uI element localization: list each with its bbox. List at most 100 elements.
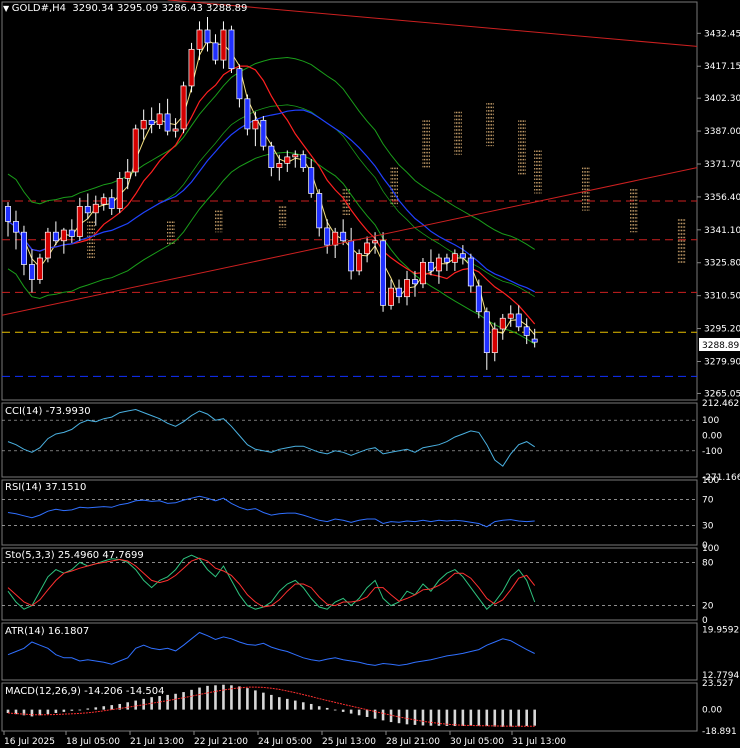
kijun-line — [7, 109, 535, 293]
atr-label: ATR(14) 16.1807 — [5, 626, 90, 637]
ohlc-values: 3290.34 3295.09 3286.43 3288.89 — [72, 3, 248, 14]
candle-body — [388, 287, 394, 306]
macd-histogram-bar — [286, 698, 289, 710]
indicator-tick-label: -18.891 — [702, 727, 737, 737]
candle-body — [483, 311, 490, 354]
macd-histogram-bar — [22, 709, 26, 716]
candle-body — [156, 113, 163, 125]
macd-histogram-bar — [134, 700, 137, 710]
candle-body — [475, 285, 482, 313]
macd-histogram-bar — [533, 709, 536, 726]
macd-histogram-bar — [301, 702, 305, 710]
candle-body — [124, 171, 131, 179]
indicator-tick-label: 0.00 — [702, 432, 722, 442]
candlesticks — [5, 17, 538, 370]
candle-body — [268, 145, 275, 169]
macd-histogram-bar — [78, 709, 82, 711]
candle-body — [507, 313, 514, 319]
macd-histogram-bar — [309, 703, 313, 710]
candle-body — [356, 253, 363, 272]
candle-body — [92, 203, 99, 214]
candle-body — [340, 231, 347, 242]
price-tick-label: 3279.90 — [704, 357, 740, 367]
candle-body — [44, 231, 51, 259]
candle-body — [68, 229, 75, 237]
cci-panel — [2, 408, 697, 467]
candle-body — [132, 128, 139, 173]
chart-header: ▼ GOLD#,H4 3290.34 3295.09 3286.43 3288.… — [3, 3, 247, 14]
indicator-tick-label: 19.9592 — [702, 626, 739, 636]
panel-frame — [1, 479, 698, 546]
rsi-panel — [2, 495, 697, 528]
candle-body — [84, 206, 91, 214]
candle-body — [204, 29, 211, 44]
time-tick-label: 30 Jul 05:00 — [450, 737, 504, 747]
macd-histogram-bar — [333, 709, 337, 711]
macd-histogram-bar — [493, 709, 497, 727]
macd-histogram-bar — [381, 709, 385, 721]
candle-body — [21, 231, 27, 265]
macd-histogram-bar — [405, 709, 409, 725]
candle-body — [364, 242, 371, 255]
candle-body — [300, 154, 307, 169]
time-tick-label: 25 Jul 13:00 — [322, 737, 376, 747]
candle-body — [443, 257, 450, 263]
candle-body — [76, 206, 83, 237]
price-axis-ticks: 3432.45 3417.15 3402.30 3387.00 3371.70 3356.… — [697, 29, 740, 399]
macd-histogram-bar — [509, 709, 513, 727]
macd-histogram-bar — [94, 707, 98, 710]
candle-body — [467, 257, 474, 287]
candle-body — [459, 253, 466, 259]
candle-body — [13, 221, 19, 233]
candle-body — [36, 257, 43, 280]
candle-body — [404, 279, 410, 298]
macd-histogram-bar — [461, 709, 465, 726]
macd-histogram-bar — [501, 709, 505, 727]
macd-histogram-bar — [437, 709, 441, 726]
candle-body — [100, 197, 107, 205]
candle-body — [260, 119, 267, 147]
macd-histogram-bar — [365, 709, 369, 717]
macd-histogram-bar — [238, 686, 241, 710]
macd-histogram-bar — [158, 696, 161, 710]
candle-body — [188, 48, 195, 87]
candle-body — [348, 240, 355, 272]
indicator-tick-label: 30 — [702, 522, 714, 532]
candle-body — [284, 156, 291, 164]
indicator-tick-label: 70 — [702, 496, 714, 506]
atr-panel — [7, 631, 535, 666]
candle-body — [412, 279, 418, 285]
candle-body — [5, 206, 11, 222]
macd-histogram-bar — [429, 709, 433, 726]
macd-histogram-bar — [485, 709, 489, 727]
candle-body — [172, 128, 179, 132]
candle-body — [52, 231, 59, 242]
time-tick-label: 21 Jul 13:00 — [130, 737, 184, 747]
macd-histogram-bar — [118, 703, 122, 710]
candle-body — [292, 154, 299, 158]
sto-d-line — [7, 557, 536, 608]
time-tick-label: 16 Jul 2025 — [4, 737, 55, 747]
indicator-tick-label: 20 — [702, 602, 714, 612]
candle-body — [220, 29, 227, 61]
macd-histogram-bar — [46, 709, 50, 715]
macd-histogram-bar — [70, 709, 74, 711]
candle-body — [276, 163, 283, 169]
macd-histogram-bar — [126, 702, 129, 710]
price-tick-label: 3310.50 — [704, 292, 740, 302]
macd-histogram-bar — [14, 709, 18, 715]
macd-histogram-bar — [453, 709, 457, 727]
candle-body — [212, 42, 219, 61]
macd-histogram-bar — [317, 706, 321, 710]
macd-histogram-bar — [525, 709, 528, 727]
symbol-dropdown-icon[interactable]: ▼ — [3, 4, 12, 13]
macd-histogram-bar — [477, 709, 481, 726]
macd-panel — [6, 684, 536, 727]
candle-body — [316, 193, 323, 229]
panel-frame — [1, 622, 698, 681]
trendlines — [1, 0, 698, 316]
macd-histogram-bar — [262, 692, 265, 710]
candle-body — [396, 287, 402, 298]
candle-body — [164, 113, 171, 132]
macd-histogram-bar — [214, 685, 217, 710]
